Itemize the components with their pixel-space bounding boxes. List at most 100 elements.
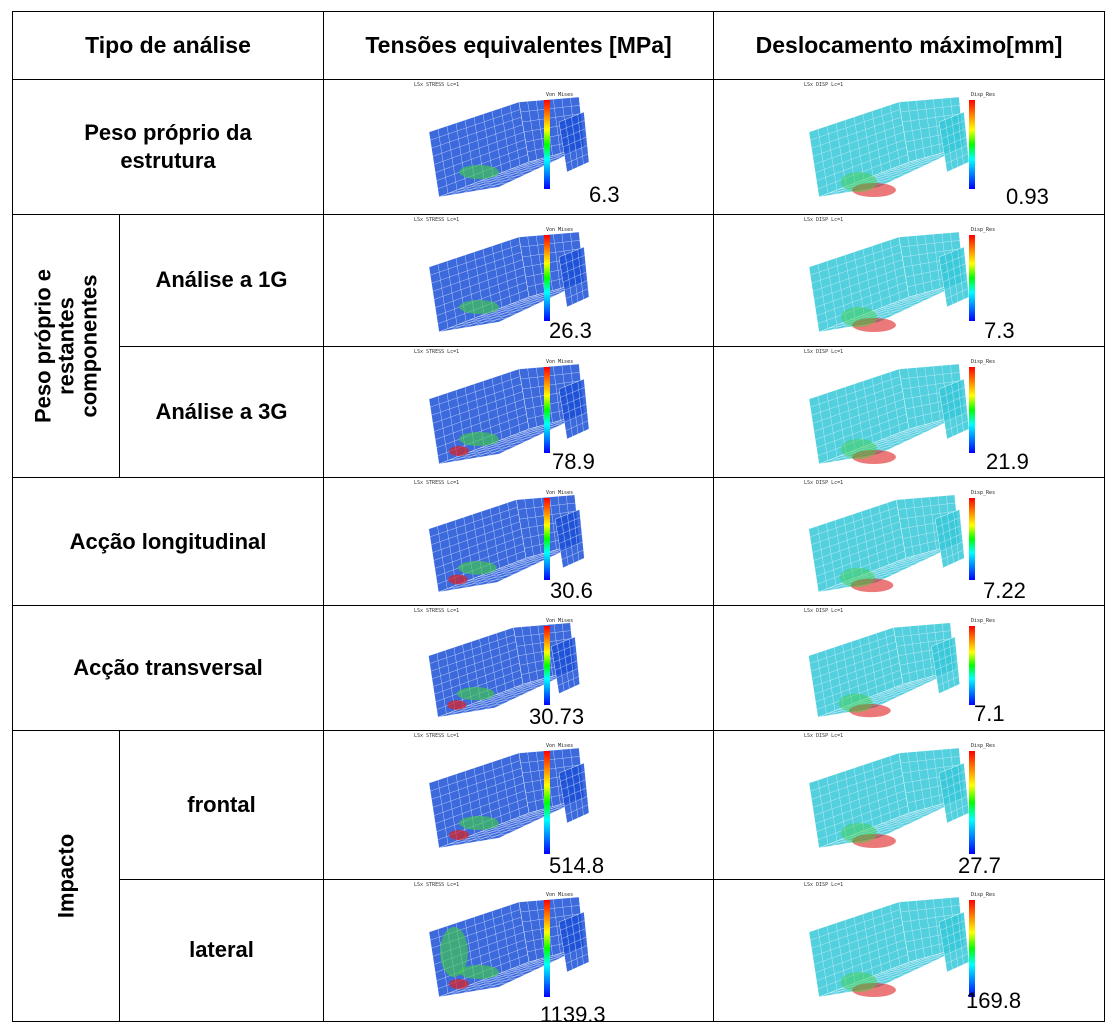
- disp-plot-cell: LSx DISP Lc=1 Disp_Res 0.93: [713, 79, 1105, 215]
- row-label-text: Peso próprio da estrutura: [84, 120, 252, 173]
- stress-plot-cell: LSx STRESS Lc=1 Von Mises 26.3: [323, 214, 714, 347]
- disp-value: 7.1: [974, 701, 1005, 726]
- row-label-3g: Análise a 3G: [119, 345, 324, 478]
- header-max-displacement: Deslocamento máximo[mm]: [713, 11, 1105, 80]
- displacement-contour-plot: LSx DISP Lc=1 Disp_Res: [715, 81, 1104, 214]
- stress-plot-caption: LSx STRESS Lc=1: [414, 480, 460, 486]
- disp-plot-caption: LSx DISP Lc=1: [804, 82, 844, 88]
- stress-value: 30.6: [550, 578, 593, 603]
- color-bar: [544, 626, 550, 705]
- disp-value: 21.9: [986, 448, 1029, 474]
- stress-contour-plot: LSx STRESS Lc=1 Von Mises: [325, 880, 713, 1021]
- displacement-contour-plot: LSx DISP Lc=1 Disp_Res: [715, 215, 1104, 345]
- stress-plot-cell: LSx STRESS Lc=1 Von Mises 78.9: [323, 345, 714, 478]
- disp-plot-caption: LSx DISP Lc=1: [804, 217, 844, 223]
- stress-contour-plot: LSx STRESS Lc=1 Von Mises: [325, 215, 713, 345]
- group-label-cell-impact: Impacto: [12, 730, 120, 1022]
- legend-title: Disp_Res: [971, 490, 996, 496]
- legend-title: Disp_Res: [971, 891, 996, 898]
- stress-plot-caption: LSx STRESS Lc=1: [414, 881, 460, 888]
- stress-plot-caption: LSx STRESS Lc=1: [414, 608, 460, 614]
- legend-title: Von Mises: [546, 891, 574, 898]
- disp-plot-cell: LSx DISP Lc=1 Disp_Res 7.22: [713, 477, 1105, 606]
- disp-plot-cell: LSx DISP Lc=1 Disp_Res 169.8: [713, 878, 1105, 1022]
- color-bar: [544, 899, 550, 997]
- disp-value: 0.93: [1006, 184, 1049, 209]
- color-bar: [544, 100, 550, 189]
- stress-contour-plot: LSx STRESS Lc=1 Von Mises: [325, 479, 713, 605]
- disp-plot-cell: LSx DISP Lc=1 Disp_Res 7.1: [713, 605, 1105, 731]
- disp-plot-caption: LSx DISP Lc=1: [804, 348, 844, 355]
- disp-value: 7.3: [984, 318, 1015, 343]
- disp-plot-cell: LSx DISP Lc=1 Disp_Res 27.7: [713, 730, 1105, 880]
- stress-contour-plot: LSx STRESS Lc=1 Von Mises: [325, 347, 713, 477]
- stress-value: 1139.3: [540, 1001, 606, 1022]
- stress-plot-caption: LSx STRESS Lc=1: [414, 82, 460, 88]
- disp-plot-caption: LSx DISP Lc=1: [804, 733, 844, 739]
- legend-title: Von Mises: [546, 227, 574, 233]
- displacement-contour-plot: LSx DISP Lc=1 Disp_Res: [715, 347, 1104, 477]
- color-bar: [544, 366, 550, 453]
- disp-value: 169.8: [966, 987, 1022, 1013]
- stress-contour-plot: LSx STRESS Lc=1 Von Mises: [325, 607, 713, 730]
- stress-contour-plot: LSx STRESS Lc=1 Von Mises: [325, 731, 713, 878]
- group-label-loads: Peso próprio e restantes componentes: [30, 268, 102, 424]
- color-bar: [969, 899, 975, 997]
- color-bar: [969, 498, 975, 580]
- legend-title: Von Mises: [546, 358, 574, 365]
- legend-title: Von Mises: [546, 490, 574, 496]
- color-bar: [969, 235, 975, 321]
- group-label-impact: Impacto: [53, 833, 79, 919]
- group-label-cell-loads: Peso próprio e restantes componentes: [12, 214, 120, 478]
- stress-value: 78.9: [552, 448, 595, 474]
- color-bar: [969, 366, 975, 453]
- legend-title: Disp_Res: [971, 743, 996, 749]
- row-label-self-weight: Peso próprio da estrutura: [12, 79, 324, 215]
- stress-plot-cell: LSx STRESS Lc=1 Von Mises 6.3: [323, 79, 714, 215]
- disp-plot-caption: LSx DISP Lc=1: [804, 881, 844, 888]
- disp-plot-cell: LSx DISP Lc=1 Disp_Res 21.9: [713, 345, 1105, 478]
- color-bar: [544, 235, 550, 321]
- row-label-frontal: frontal: [119, 730, 324, 880]
- displacement-contour-plot: LSx DISP Lc=1 Disp_Res: [715, 880, 1104, 1021]
- color-bar: [544, 498, 550, 580]
- displacement-contour-plot: LSx DISP Lc=1 Disp_Res: [715, 479, 1104, 605]
- row-label-longitudinal: Acção longitudinal: [12, 477, 324, 606]
- legend-title: Von Mises: [546, 618, 574, 624]
- displacement-contour-plot: LSx DISP Lc=1 Disp_Res: [715, 731, 1104, 878]
- legend-title: Disp_Res: [971, 92, 996, 98]
- legend-title: Disp_Res: [971, 358, 996, 365]
- stress-contour-plot: LSx STRESS Lc=1 Von Mises: [325, 81, 713, 214]
- disp-value: 7.22: [983, 578, 1026, 603]
- stress-plot-cell: LSx STRESS Lc=1 Von Mises 514.8: [323, 730, 714, 880]
- stress-plot-caption: LSx STRESS Lc=1: [414, 217, 460, 223]
- disp-plot-caption: LSx DISP Lc=1: [804, 608, 844, 614]
- color-bar: [969, 751, 975, 854]
- legend-title: Von Mises: [546, 92, 574, 98]
- results-table: Tipo de análise Tensões equivalentes [MP…: [12, 11, 1105, 1022]
- disp-plot-cell: LSx DISP Lc=1 Disp_Res 7.3: [713, 214, 1105, 347]
- row-label-1g: Análise a 1G: [119, 214, 324, 347]
- color-bar: [969, 626, 975, 705]
- legend-title: Disp_Res: [971, 618, 996, 624]
- legend-title: Disp_Res: [971, 227, 996, 233]
- stress-plot-cell: LSx STRESS Lc=1 Von Mises 1139.3: [323, 878, 714, 1022]
- row-label-transversal: Acção transversal: [12, 605, 324, 731]
- disp-plot-caption: LSx DISP Lc=1: [804, 480, 844, 486]
- stress-value: 30.73: [529, 704, 585, 729]
- header-equivalent-stress: Tensões equivalentes [MPa]: [323, 11, 714, 80]
- legend-title: Von Mises: [546, 743, 574, 749]
- stress-value: 26.3: [549, 318, 592, 343]
- stress-value: 514.8: [549, 853, 605, 878]
- header-analysis-type: Tipo de análise: [12, 11, 324, 80]
- disp-value: 27.7: [958, 853, 1001, 878]
- stress-plot-caption: LSx STRESS Lc=1: [414, 348, 460, 355]
- displacement-contour-plot: LSx DISP Lc=1 Disp_Res: [715, 607, 1104, 730]
- stress-plot-cell: LSx STRESS Lc=1 Von Mises 30.73: [323, 605, 714, 731]
- stress-value: 6.3: [589, 182, 620, 207]
- stress-plot-caption: LSx STRESS Lc=1: [414, 733, 460, 739]
- color-bar: [544, 751, 550, 854]
- row-label-lateral: lateral: [119, 878, 324, 1022]
- stress-plot-cell: LSx STRESS Lc=1 Von Mises 30.6: [323, 477, 714, 606]
- color-bar: [969, 100, 975, 189]
